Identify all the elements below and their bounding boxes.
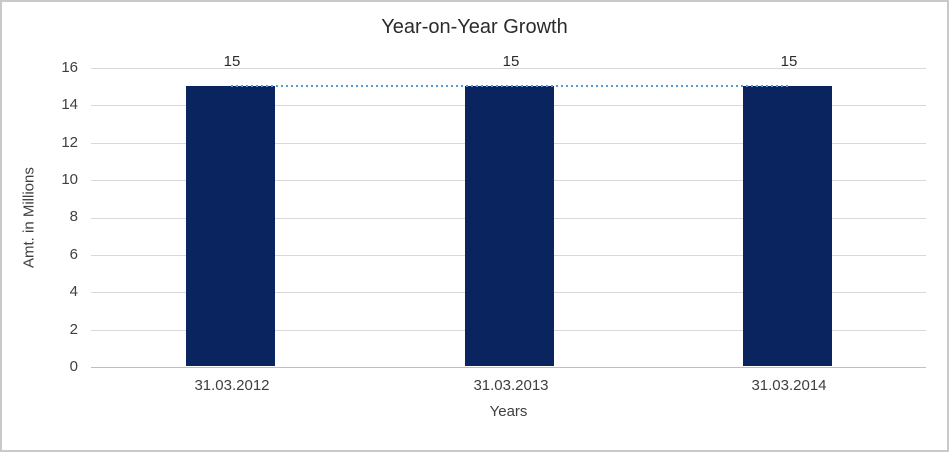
chart-title: Year-on-Year Growth xyxy=(381,16,568,38)
y-tick-label: 2 xyxy=(69,321,78,338)
y-tick-label: 0 xyxy=(69,358,78,375)
y-tick-label: 16 xyxy=(61,59,78,76)
y-tick-label: 8 xyxy=(69,208,78,225)
x-tick-label-2013: 31.03.2013 xyxy=(473,377,549,394)
gridline xyxy=(91,68,926,69)
x-axis-line xyxy=(91,367,926,368)
x-axis-title: Years xyxy=(489,403,528,420)
y-tick-label: 14 xyxy=(61,96,78,113)
y-tick-label: 10 xyxy=(61,171,78,188)
data-label-2014: 15 xyxy=(780,53,798,70)
y-tick-label: 12 xyxy=(61,134,78,151)
x-tick-label-2012: 31.03.2012 xyxy=(194,377,270,394)
trend-line xyxy=(231,85,788,87)
data-label-2013: 15 xyxy=(502,53,520,70)
bar-2013 xyxy=(465,86,554,366)
y-axis-title: Amt. in Millions xyxy=(20,167,38,268)
y-tick-label: 6 xyxy=(69,246,78,263)
data-label-2012: 15 xyxy=(223,53,241,70)
plot-area xyxy=(91,68,926,368)
bar-2014 xyxy=(743,86,832,366)
y-tick-label: 4 xyxy=(69,283,78,300)
bar-2012 xyxy=(186,86,275,366)
x-tick-label-2014: 31.03.2014 xyxy=(751,377,827,394)
